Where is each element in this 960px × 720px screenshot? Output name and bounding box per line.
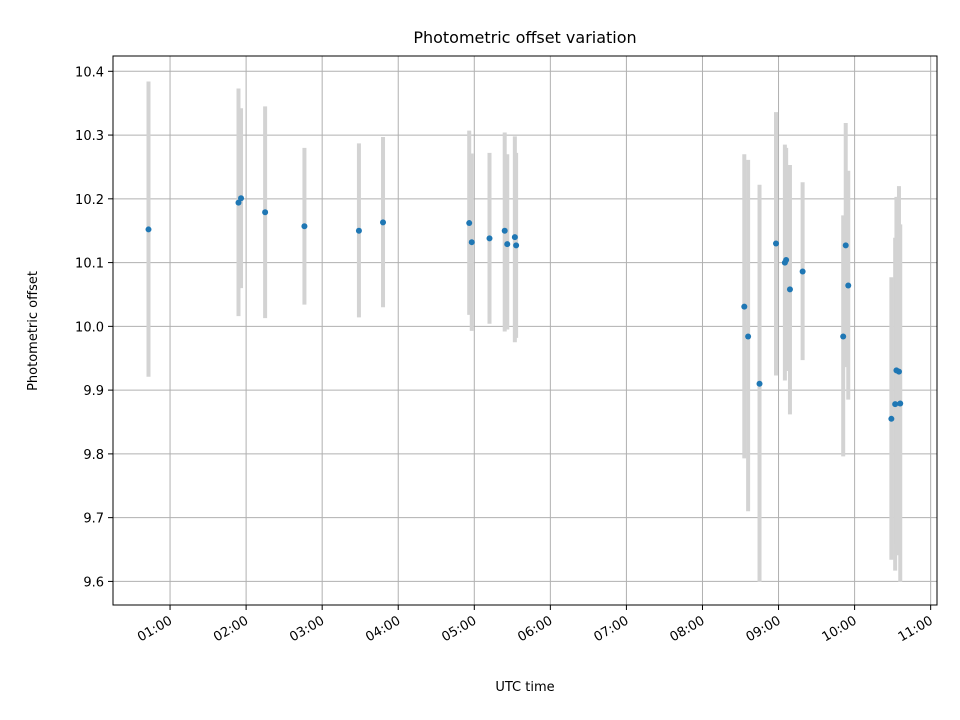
data-point xyxy=(145,226,152,233)
y-tick-label: 10.2 xyxy=(75,193,104,208)
data-point xyxy=(238,195,245,202)
y-tick-label: 9.7 xyxy=(83,512,104,527)
data-point xyxy=(262,209,269,216)
data-point xyxy=(741,303,748,310)
y-tick-label: 10.3 xyxy=(75,129,104,144)
grid xyxy=(113,56,937,605)
data-point xyxy=(466,220,473,227)
y-tick-label: 10.1 xyxy=(75,257,104,272)
data-point xyxy=(468,239,475,246)
data-point xyxy=(773,240,780,247)
data-point xyxy=(888,415,895,422)
data-point xyxy=(842,242,849,249)
plot-frame xyxy=(112,55,938,606)
data-point xyxy=(756,380,763,387)
data-point xyxy=(511,234,518,241)
y-tick-label: 9.8 xyxy=(83,448,104,463)
data-point xyxy=(845,282,852,289)
data-point xyxy=(301,223,308,230)
y-tick-label: 9.9 xyxy=(83,384,104,399)
data-point xyxy=(783,257,790,264)
data-point xyxy=(892,401,899,408)
y-axis-label: Photometric offset xyxy=(26,271,41,391)
data-point xyxy=(799,268,806,275)
data-point xyxy=(504,241,511,248)
data-point xyxy=(840,333,847,340)
y-tick-label: 10.0 xyxy=(75,320,104,335)
chart-title: Photometric offset variation xyxy=(413,28,636,47)
y-tick-label: 10.4 xyxy=(75,65,104,80)
data-point xyxy=(745,333,752,340)
data-point xyxy=(501,227,508,234)
data-points xyxy=(145,195,904,422)
data-point xyxy=(486,235,493,242)
data-point xyxy=(513,242,520,249)
data-point xyxy=(355,227,362,234)
data-point xyxy=(786,286,793,293)
data-point xyxy=(380,219,387,226)
data-point xyxy=(895,368,902,375)
data-point xyxy=(897,400,904,407)
y-tick-label: 9.6 xyxy=(83,575,104,590)
x-axis-label: UTC time xyxy=(495,680,554,695)
data-point xyxy=(235,199,242,206)
y-axis: 9.6 9.7 9.8 9.9 10.0 10.1 10.2 10.3 10.4 xyxy=(75,65,113,590)
